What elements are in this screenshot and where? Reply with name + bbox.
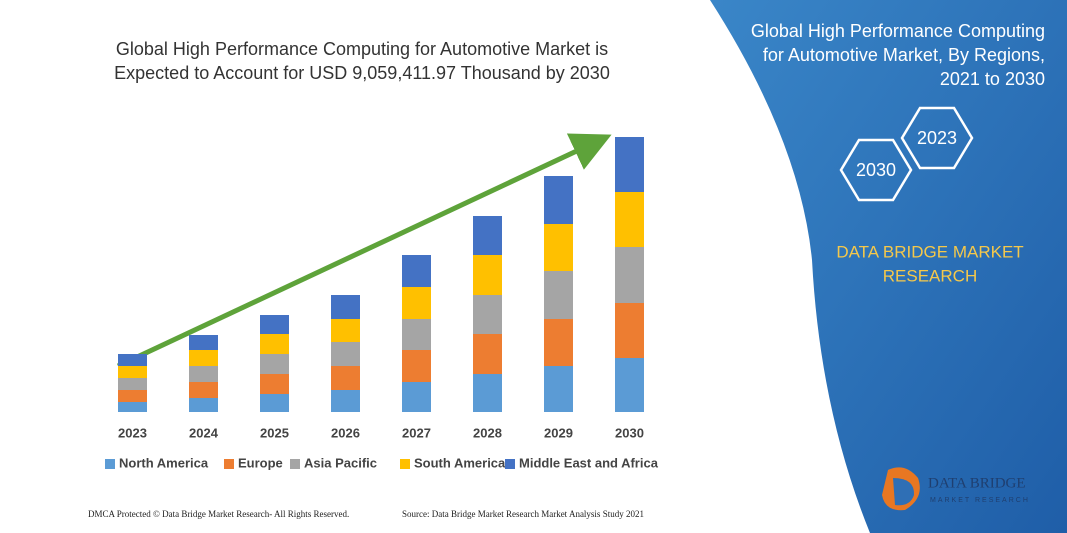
bar-segment <box>473 295 502 334</box>
bar-segment <box>189 382 218 398</box>
bar-segment <box>118 390 147 402</box>
logo-text: DATA BRIDGE <box>928 475 1026 491</box>
legend-label: Asia Pacific <box>304 455 377 470</box>
footer: DMCA Protected © Data Bridge Market Rese… <box>88 509 349 519</box>
bar-segment <box>473 216 502 255</box>
bar-segment <box>189 350 218 366</box>
bar-segment <box>331 366 360 390</box>
bar-segment <box>189 398 218 412</box>
bar-segment <box>189 335 218 350</box>
bar-segment <box>544 176 573 224</box>
bar-segment <box>118 402 147 412</box>
legend-swatch <box>290 459 300 469</box>
brand: RESEARCH <box>883 266 977 285</box>
bar-segment <box>402 287 431 319</box>
x-tick-label: 2026 <box>331 425 360 440</box>
x-tick-label: 2029 <box>544 425 573 440</box>
legend-swatch <box>224 459 234 469</box>
x-tick-label: 2025 <box>260 425 289 440</box>
bar-segment <box>118 378 147 390</box>
bar-segment <box>331 319 360 342</box>
bar-segment <box>260 394 289 412</box>
logo-icon <box>893 478 915 506</box>
logo-text: MARKET RESEARCH <box>930 497 1030 504</box>
bar-segment <box>402 319 431 350</box>
panel-title: for Automotive Market, By Regions, <box>763 45 1045 65</box>
bar-segment <box>402 255 431 287</box>
bar-segment <box>615 358 644 412</box>
bar-segment <box>260 374 289 394</box>
bar-segment <box>189 366 218 382</box>
bar-segment <box>544 366 573 412</box>
bar-segment <box>118 354 147 366</box>
bar-segment <box>544 319 573 366</box>
bar-segment <box>544 271 573 319</box>
x-tick-label: 2023 <box>118 425 147 440</box>
legend-swatch <box>105 459 115 469</box>
bar-segment <box>615 137 644 192</box>
panel-title: 2021 to 2030 <box>940 69 1045 89</box>
legend-swatch <box>505 459 515 469</box>
hexagon <box>900 106 974 170</box>
chart-title: Expected to Account for USD 9,059,411.97… <box>114 63 610 83</box>
legend-label: Europe <box>238 455 283 470</box>
x-tick-label: 2028 <box>473 425 502 440</box>
bar-segment <box>473 255 502 295</box>
footer: Source: Data Bridge Market Research Mark… <box>402 509 644 519</box>
legend-swatch <box>400 459 410 469</box>
bar-segment <box>331 295 360 319</box>
chart-title: Global High Performance Computing for Au… <box>116 39 608 59</box>
bar-segment <box>260 315 289 334</box>
bar-segment <box>260 354 289 374</box>
hexagon-label: 2023 <box>917 128 957 148</box>
bar-segment <box>473 334 502 374</box>
hexagon <box>839 138 913 202</box>
bar-segment <box>544 224 573 271</box>
legend-label: South America <box>414 455 506 470</box>
side-panel <box>710 0 1067 533</box>
bar-segment <box>615 192 644 247</box>
panel-title: Global High Performance Computing <box>751 21 1045 41</box>
brand: DATA BRIDGE MARKET <box>836 242 1023 261</box>
bar-segment <box>260 334 289 354</box>
bar-segment <box>331 342 360 366</box>
x-tick-label: 2027 <box>402 425 431 440</box>
plot: 2023 2024 2025 2026 2027 2028 2029 2030 North Am… <box>105 137 659 470</box>
legend-label: Middle East and Africa <box>519 455 659 470</box>
trend-arrow <box>116 133 612 369</box>
bar-segment <box>331 390 360 412</box>
bar-segment <box>402 350 431 382</box>
x-tick-label: 2024 <box>189 425 219 440</box>
bar-segment <box>615 247 644 303</box>
bar-segment <box>473 374 502 412</box>
hexagon-label: 2030 <box>856 160 896 180</box>
x-tick-label: 2030 <box>615 425 644 440</box>
bar-segment <box>118 366 147 378</box>
bar-segment <box>402 382 431 412</box>
legend-label: North America <box>119 455 209 470</box>
bar-segment <box>615 303 644 358</box>
